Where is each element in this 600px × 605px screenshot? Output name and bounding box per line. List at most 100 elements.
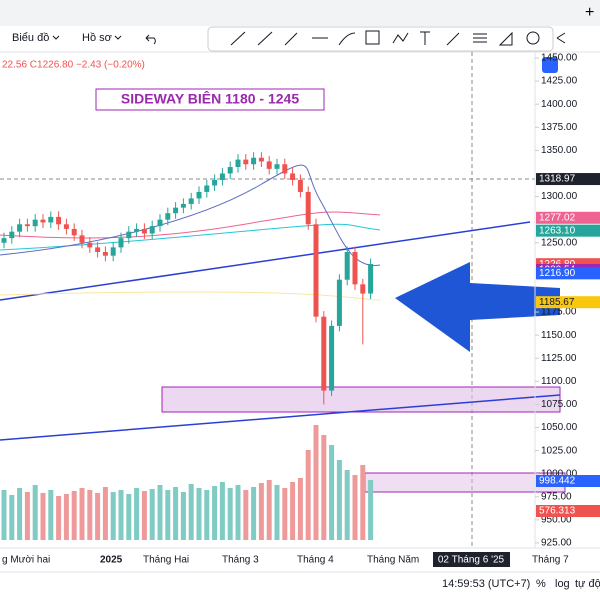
volume-bar [305,450,311,540]
candle-body [212,179,218,186]
ohlc-legend: 22.56 C1226.80 −2.43 (−0.20%) [2,60,145,71]
y-tick-label: 1125.00 [541,353,577,364]
volume-bar [149,489,155,540]
x-tick-label: Tháng Năm [367,555,419,566]
candle-body [329,325,335,391]
candle-body [32,219,38,227]
volume-bar [110,492,116,540]
y-tick-label: 925.00 [541,538,572,549]
y-tick-label: 1350.00 [541,145,578,156]
y-tick-label: 1175.00 [541,307,577,318]
price-label: 1185.67 [539,297,575,308]
log-toggle[interactable]: log [555,578,570,590]
volume-label: 576.313 [539,506,576,517]
volume-bar [1,490,7,540]
volume-bar [173,487,179,540]
candle-body [87,242,93,248]
candle-body [305,191,311,225]
candle-body [188,198,194,204]
candle-body [110,247,116,256]
candle-body [79,235,85,243]
volume-bar [87,490,93,540]
candle-body [71,228,77,236]
candle-body [321,316,327,391]
volume-bar [290,482,296,540]
volume-bar [235,485,241,540]
tool-icons[interactable] [230,30,566,46]
undo[interactable] [145,34,156,45]
y-tick-label: 1425.00 [541,76,578,87]
candle-body [180,203,186,208]
volume-bar [63,494,69,540]
y-tick-label: 1100.00 [541,376,577,387]
cursor-date-box [433,552,510,567]
candle-body [134,228,140,232]
price-label-box [536,267,600,280]
chart-menu[interactable]: Biểu đồ [12,32,49,44]
volume-bar [329,445,335,540]
auto-toggle[interactable]: tự độ [575,578,600,590]
candle-body [344,252,350,280]
y-tick-label: 1000.00 [541,468,578,479]
volume-bar [79,488,85,540]
price-label: 1277.02 [539,212,576,223]
candle-body [243,159,249,165]
candle-body [157,219,163,227]
settings-button[interactable] [542,57,558,73]
candle-body [274,164,280,169]
price-label-box [536,224,600,237]
volume-bar [180,492,186,540]
volume-bar [48,490,54,540]
zone [161,386,561,413]
candle-body [352,252,358,285]
y-tick-label: 1375.00 [541,122,578,133]
candle-body [227,167,233,174]
y-tick-label: 1150.00 [541,330,577,341]
volume-bar [212,486,218,540]
volume-bar [95,493,101,540]
volume-bar [282,488,288,540]
moving-average [0,211,381,239]
volume-bar [17,488,23,540]
moving-average [0,223,381,251]
candle-body [235,159,241,168]
clock: 14:59:53 (UTC+7) [442,578,530,590]
chevron [52,35,60,40]
candle-body [1,238,7,243]
new-tab[interactable]: + [585,4,594,21]
moving-average [0,291,381,301]
x-tick-label: g Mười hai [2,555,50,566]
volume-bar [126,494,132,540]
candle-body [95,247,101,252]
x-tick-label: Tháng 4 [297,555,334,566]
percent-toggle[interactable]: % [536,578,546,590]
volume-bar [102,487,108,540]
candle-body [173,207,179,214]
y-tick-label: 1450.00 [541,53,578,64]
candle-body [126,231,132,239]
cursor-date: 02 Tháng 6 '25 [438,555,505,566]
volume-bar [313,425,319,540]
drawing-tools [207,26,554,52]
price-label: 1263.10 [539,225,576,236]
price-label: 1216.90 [539,268,576,279]
chevron [114,35,122,40]
candle-body [360,284,366,294]
candle-body [251,157,257,165]
volume-bar [9,495,15,540]
volume-bar [134,488,140,540]
candle-body [56,216,62,225]
arrow [395,262,560,352]
candle-body [165,213,171,220]
profile-menu[interactable]: Hồ sơ [82,32,112,44]
volume-bar [258,483,264,540]
volume-bar [141,491,147,540]
volume-bar [344,470,350,540]
y-tick-label: 950.00 [541,515,572,526]
y-tick-label: 1250.00 [541,237,578,248]
volume-label-box [536,475,600,487]
annotation-box [95,88,325,111]
price-label: 1318.97 [539,174,576,185]
candle-body [141,228,147,234]
